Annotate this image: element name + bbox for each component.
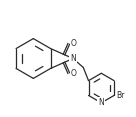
Text: N: N bbox=[98, 98, 104, 107]
Text: N: N bbox=[70, 54, 76, 63]
Text: O: O bbox=[71, 69, 77, 78]
Text: O: O bbox=[71, 39, 77, 48]
Text: Br: Br bbox=[117, 91, 125, 100]
